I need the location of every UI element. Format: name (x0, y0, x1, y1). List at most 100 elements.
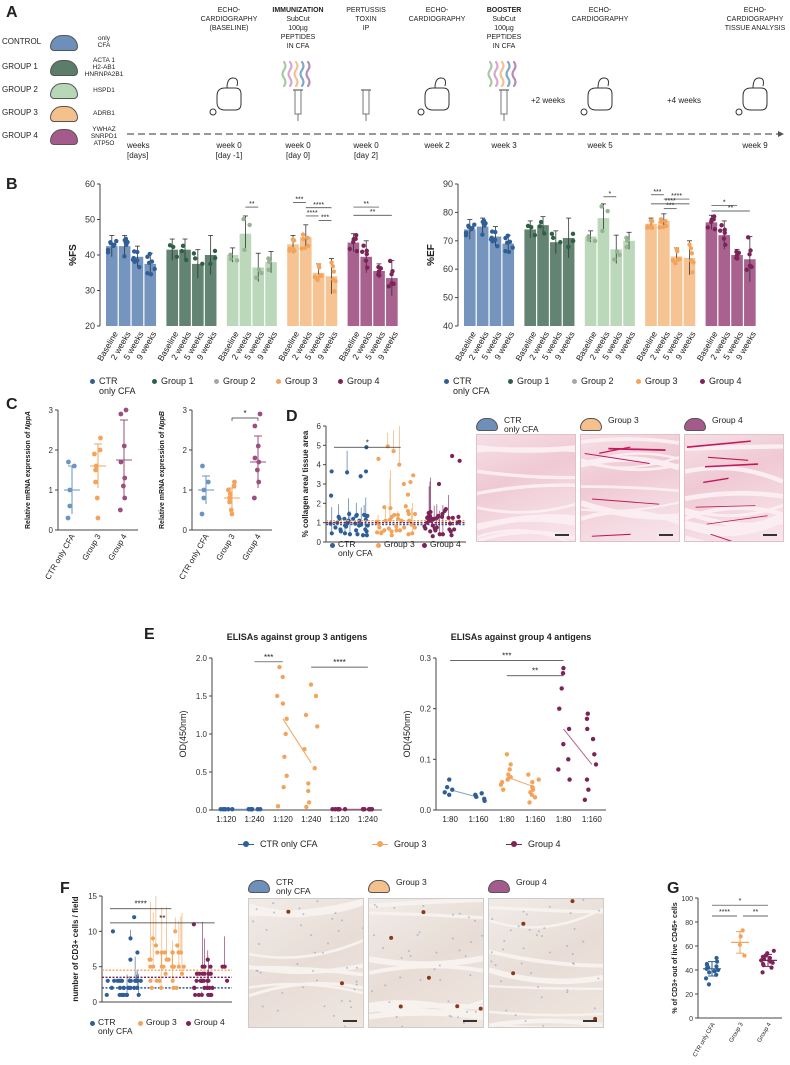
data-point (134, 258, 140, 263)
data-point (145, 271, 150, 276)
step-description-line: CARDIOGRAPHY (727, 16, 784, 23)
fiber-gap (477, 517, 575, 528)
fiber-gap (685, 465, 783, 484)
y-label-gene: NppB (159, 411, 166, 430)
micrograph-texture (581, 437, 679, 537)
y-tick-label: 4 (317, 461, 322, 470)
y-tick-label: 90 (443, 179, 453, 189)
data-point (122, 475, 128, 481)
echo-tail (417, 108, 425, 116)
data-point (92, 451, 97, 457)
data-point (347, 246, 352, 252)
y-axis-label: % of CD3+ out of live CD45+ cells (672, 902, 679, 1013)
nucleus (593, 1007, 596, 1010)
data-point (411, 473, 416, 478)
data-point (718, 228, 723, 233)
bar (252, 267, 265, 326)
fiber-gap (489, 984, 603, 990)
data-point (395, 512, 401, 518)
y-tick-label: 5 (93, 963, 98, 972)
significance-label: * (608, 191, 611, 198)
axis-label: weeks [days] (126, 141, 150, 160)
nucleus (433, 968, 436, 971)
legend-marker (508, 379, 513, 384)
x-tick-label: 1:240 (358, 815, 379, 824)
step-time: week 5 (586, 141, 613, 150)
data-point (212, 255, 218, 261)
data-point (592, 238, 598, 244)
y-tick-label: 60 (85, 179, 95, 189)
mouse-icon (476, 418, 498, 431)
peptide-strand (487, 60, 493, 88)
bar (265, 262, 277, 326)
data-point (355, 532, 360, 537)
data-point (71, 463, 77, 469)
collagen-scatter: 0 1 2 3 4 5 6 % collagen area/ tissue area * (301, 422, 466, 547)
data-point (570, 238, 576, 244)
step-time-line: week 2 (423, 141, 450, 150)
data-point (704, 961, 710, 967)
data-point (192, 985, 197, 990)
data-point (439, 514, 445, 519)
data-point (342, 807, 348, 812)
data-point (257, 411, 263, 417)
bar (683, 257, 696, 326)
axis-label-line: [days] (127, 151, 148, 160)
data-point (506, 249, 512, 255)
data-point (247, 222, 252, 228)
data-point (266, 256, 271, 261)
data-point (291, 248, 297, 253)
significance-label: *** (295, 196, 303, 203)
legend-label: Group 4 (347, 376, 380, 386)
data-point (542, 231, 547, 236)
bar (623, 240, 635, 326)
data-point (201, 487, 207, 493)
chart-title: ELISAs against group 3 antigens (227, 632, 368, 642)
data-point (117, 992, 122, 998)
collagen-fiber (608, 447, 666, 451)
bar (550, 242, 562, 326)
legend-item: Group 4 (700, 376, 764, 396)
legend-label: CTR only CFA (260, 839, 318, 849)
data-point (153, 943, 159, 948)
data-point (405, 492, 411, 497)
y-tick-label: 2 (317, 499, 322, 508)
fiber-gap (685, 509, 783, 528)
collagen-fiber (695, 505, 756, 508)
data-point (351, 239, 356, 245)
peptide-strand (499, 60, 505, 88)
data-point (266, 259, 272, 264)
data-point (110, 929, 116, 934)
data-point (586, 237, 591, 242)
mouse-icon (50, 129, 78, 145)
data-point (480, 232, 485, 237)
step-time: week 3 (490, 141, 517, 150)
y-tick-label: 20 (85, 321, 95, 331)
data-point (443, 507, 448, 512)
data-point (740, 928, 745, 933)
data-point (67, 487, 73, 493)
data-point (584, 716, 590, 721)
legend-item: CTR only CFA (444, 376, 508, 396)
significance-label: **** (333, 658, 345, 667)
data-point (364, 533, 369, 538)
bar (524, 229, 537, 326)
significance-label: **** (665, 198, 676, 205)
data-point (284, 716, 289, 721)
data-point (360, 533, 366, 538)
data-point (342, 531, 348, 536)
step-time: week 2 (423, 141, 450, 150)
y-tick-label: 2.0 (196, 654, 208, 663)
nucleus (529, 972, 532, 975)
micrograph (248, 898, 364, 1028)
data-point (93, 467, 98, 473)
image-label: Group 3 (608, 415, 639, 425)
nucleus (571, 953, 574, 956)
data-point (112, 242, 117, 247)
bar (476, 226, 489, 326)
data-point (426, 514, 431, 519)
data-point (136, 992, 141, 998)
data-point (379, 531, 384, 536)
data-point (689, 251, 695, 256)
bar (744, 259, 756, 326)
